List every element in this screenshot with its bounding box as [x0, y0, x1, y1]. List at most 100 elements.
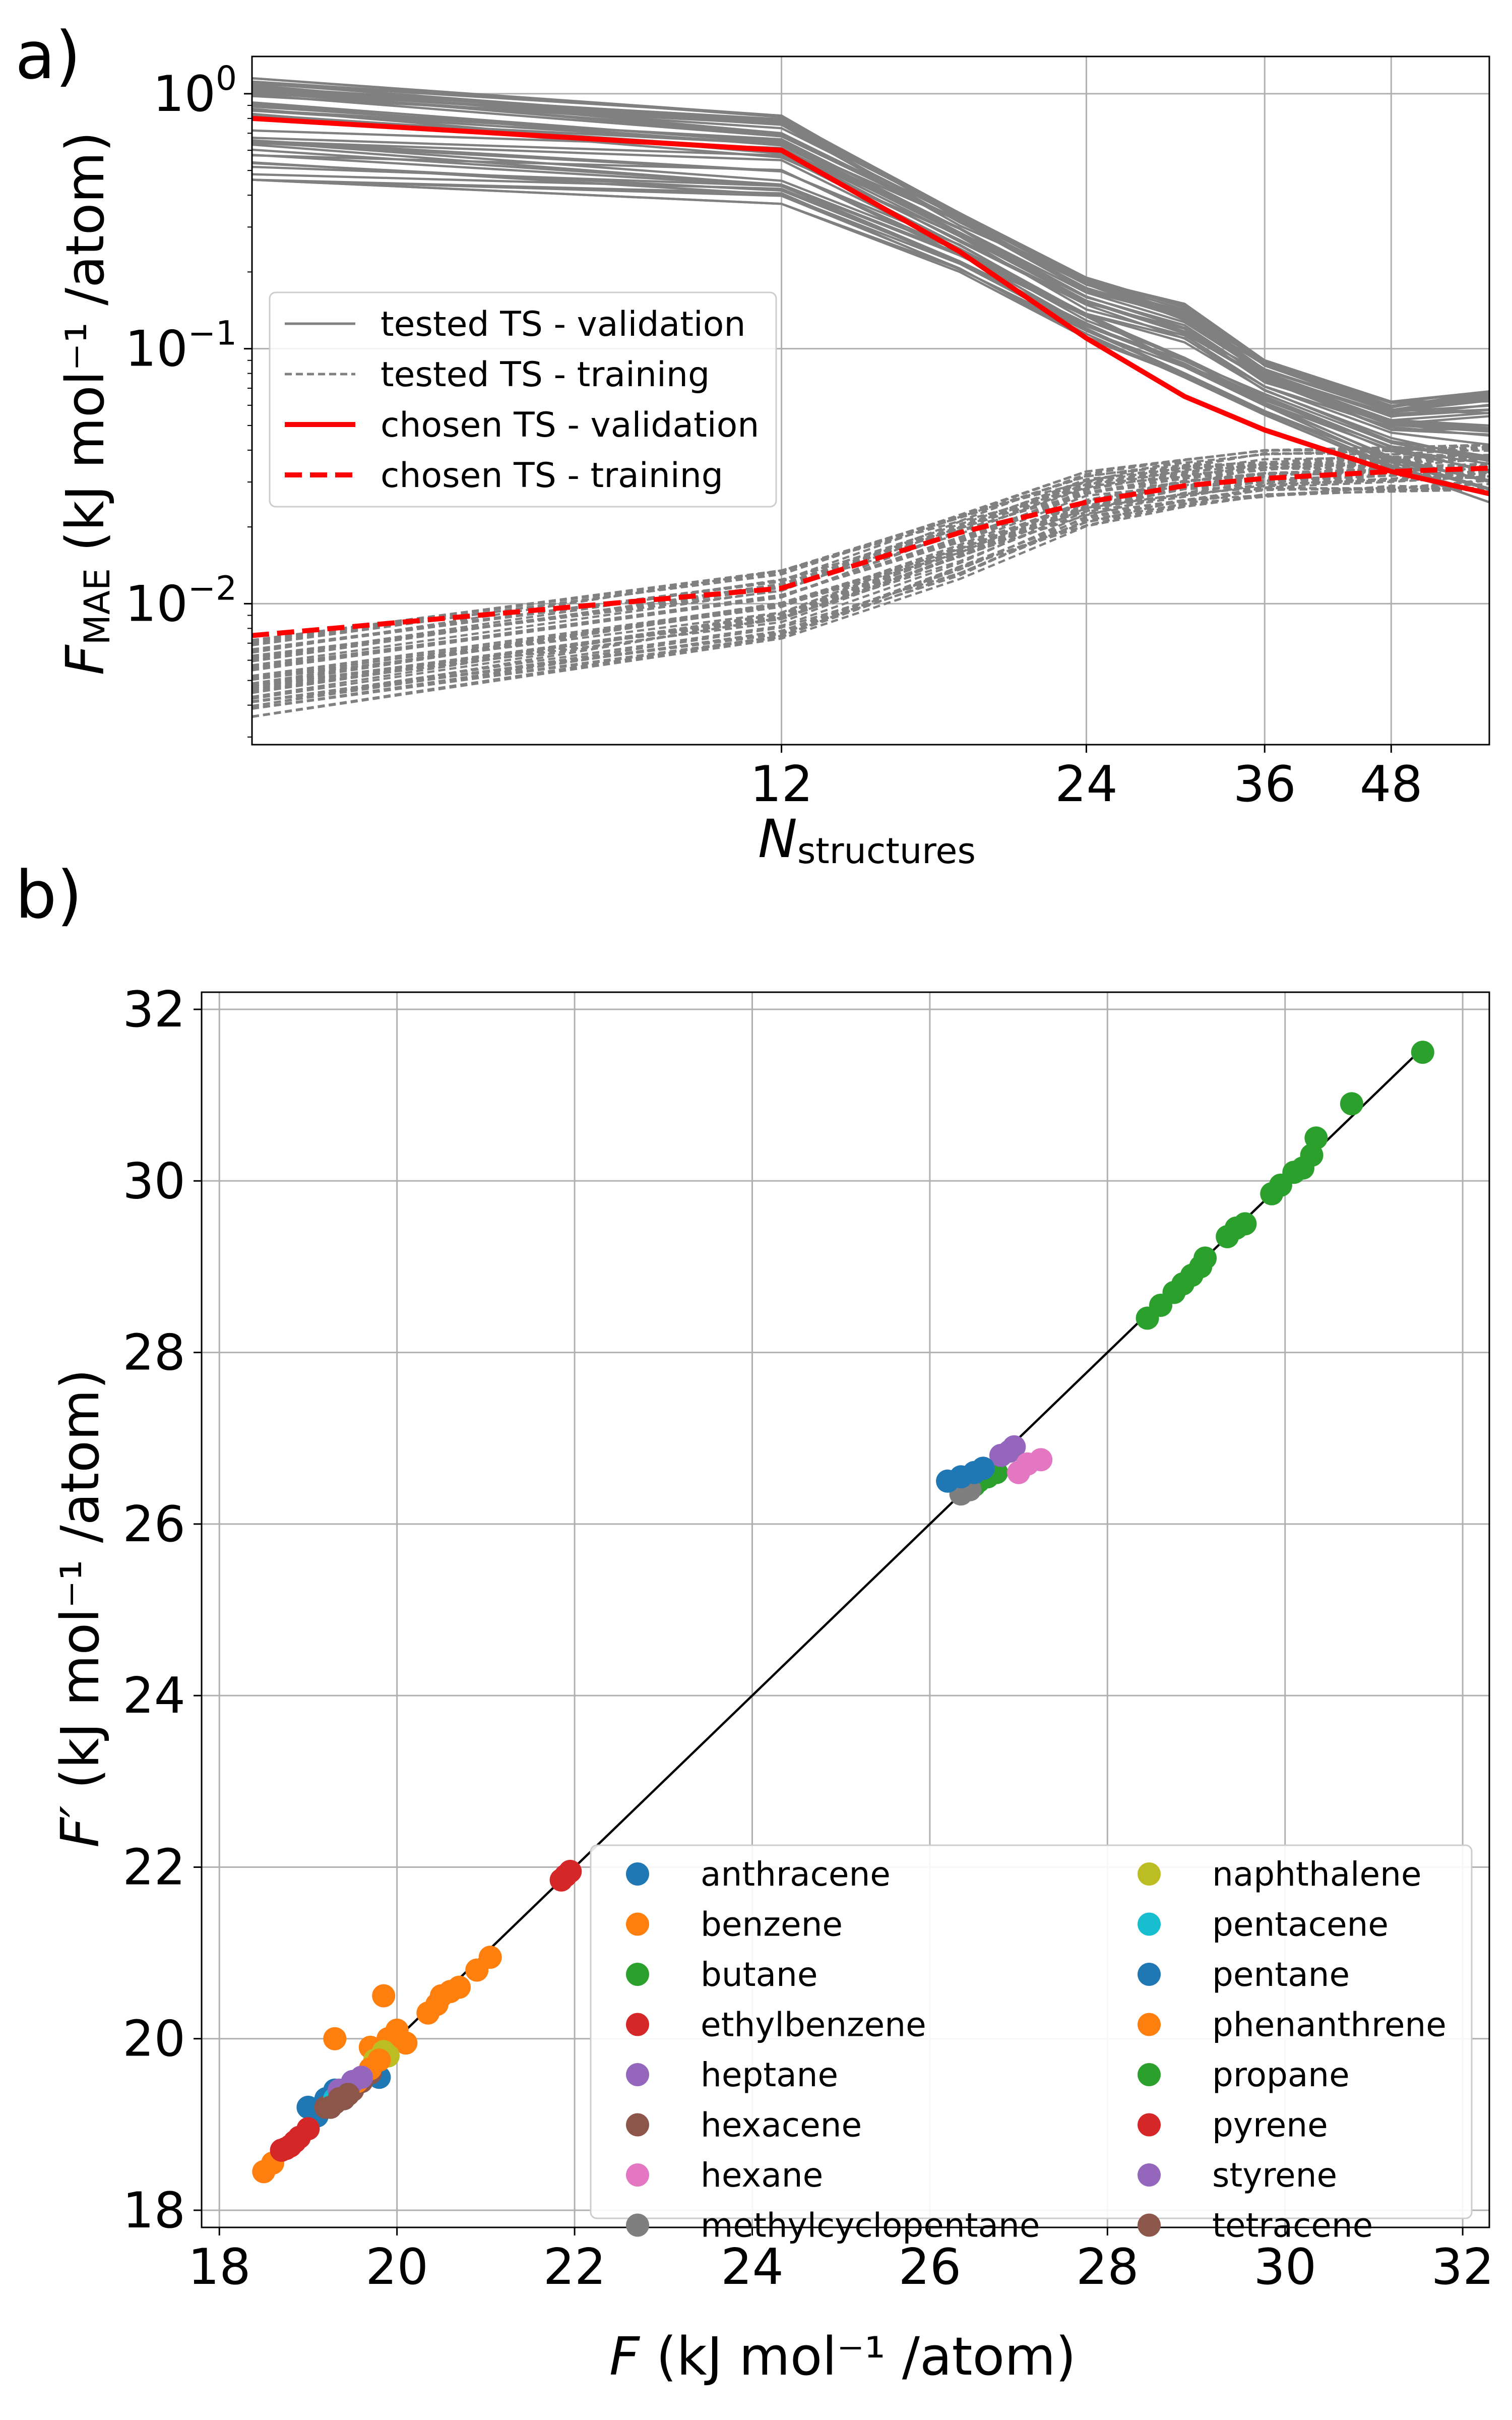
panel-a-x-tick-label: 24 — [1055, 756, 1118, 813]
panel-b-x-tick-label: 26 — [899, 2238, 962, 2296]
tested-validation-line — [251, 143, 1490, 474]
panel-b-legend-marker — [1138, 2113, 1161, 2137]
panel-a-series — [251, 77, 1490, 718]
panel-b-legend-marker — [626, 2213, 649, 2237]
tested-training-line — [251, 474, 1490, 691]
panel-a-legend-label: tested TS - training — [381, 355, 710, 395]
panel-a-y-axis-label: FMAE (kJ mol⁻¹ /atom) — [54, 132, 118, 675]
tested-training-line — [251, 443, 1490, 641]
panel-b-x-tick-label: 22 — [543, 2238, 606, 2296]
panel-b-legend-label: propane — [1212, 2055, 1350, 2094]
scatter-point-tetracene — [336, 2083, 360, 2106]
tested-training-line — [251, 446, 1490, 651]
tested-training-line — [251, 475, 1490, 700]
panel-b-x-tick-label: 28 — [1076, 2238, 1139, 2296]
panel-b-legend-marker — [1138, 1912, 1161, 1936]
panel-b-x-axis-label: F (kJ mol⁻¹ /atom) — [609, 2326, 1076, 2387]
scatter-point-styrene — [350, 2066, 373, 2089]
panel-b-y-tick-label: 28 — [122, 1324, 185, 1382]
tested-training-line — [251, 456, 1490, 662]
panel-b-legend-marker — [626, 1912, 649, 1936]
panel-b-legend-label: naphthalene — [1212, 1855, 1422, 1894]
tested-training-line — [251, 444, 1490, 643]
tested-training-line — [251, 475, 1490, 707]
panel-b-legend-label: tetracene — [1212, 2206, 1373, 2245]
panel-b-x-tick-label: 20 — [365, 2238, 428, 2296]
chosen-validation-line — [251, 115, 1490, 497]
panel-b-legend-marker — [1138, 2163, 1161, 2187]
panel-a-y-tick-label: 100 — [153, 59, 237, 123]
scatter-point-propane — [1304, 1126, 1328, 1150]
panel-b-legend-marker — [626, 1963, 649, 1986]
panel-b-legend-label: hexane — [701, 2156, 823, 2195]
scatter-point-propane — [1193, 1246, 1217, 1270]
panel-b-y-tick-label: 32 — [122, 981, 185, 1039]
panel-a-legend: tested TS - validation tested TS - traini… — [269, 291, 777, 508]
panel-b-legend: anthracene benzene butane ethylbenzene hepta… — [590, 1844, 1473, 2245]
chosen-training-line — [251, 465, 1490, 638]
scatter-point-benzene — [323, 2027, 347, 2050]
scatter-point-benzene — [429, 1984, 453, 2008]
tested-validation-line — [251, 140, 1490, 461]
tested-training-line — [251, 482, 1490, 710]
scatter-point-pyrene — [283, 2130, 306, 2153]
scatter-point-benzene — [478, 1946, 502, 1969]
tested-validation-line — [251, 86, 1490, 411]
tested-validation-line — [251, 139, 1490, 462]
panel-b-x-tick-label: 32 — [1431, 2238, 1494, 2296]
scatter-point-propane — [1233, 1212, 1257, 1236]
panel-b-legend-marker — [1138, 1963, 1161, 1986]
panel-b-legend-marker — [626, 2163, 649, 2187]
tested-training-line — [251, 475, 1490, 703]
panel-b-legend-label: benzene — [701, 1905, 843, 1944]
panel-a-x-ticks: 12 24 36 48 — [750, 745, 1423, 813]
tested-training-line — [251, 448, 1490, 654]
panel-a-plot: 12 24 36 48 10−2 10−1 100 Nstructures FMAE (k… — [54, 55, 1490, 872]
tested-training-line — [251, 471, 1490, 694]
panel-b-legend-label: ethylbenzene — [701, 2006, 926, 2044]
tested-validation-line — [251, 95, 1490, 413]
panel-b-y-tick-label: 20 — [122, 2011, 185, 2068]
panel-b-y-tick-label: 22 — [122, 1839, 185, 1896]
panel-b-legend-marker — [1138, 1862, 1161, 1886]
panel-b-y-ticks: 18 20 22 24 26 28 30 32 — [122, 981, 202, 2240]
tested-validation-line — [251, 108, 1490, 427]
panel-a-x-axis-label: Nstructures — [758, 808, 976, 872]
tested-training-line — [251, 486, 1490, 718]
panel-a-legend-label: chosen TS - training — [381, 456, 723, 496]
tested-training-line — [251, 478, 1490, 703]
panel-a-legend-label: chosen TS - validation — [381, 405, 759, 445]
tested-training-line — [251, 479, 1490, 703]
panel-b-legend-marker — [626, 1862, 649, 1886]
panel-b-legend-marker — [1138, 2013, 1161, 2036]
scatter-point-benzene — [372, 1984, 396, 2008]
panel-b-frame — [201, 991, 1490, 2228]
tested-training-line — [251, 454, 1490, 670]
panel-a-label: a) — [15, 17, 81, 94]
panel-b-plot: 18 20 22 24 26 28 30 32 18 20 22 24 26 28 30 32 F (kJ … — [49, 981, 1494, 2387]
panel-b-legend-label: styrene — [1212, 2156, 1337, 2195]
panel-b-x-tick-label: 30 — [1253, 2238, 1316, 2296]
panel-b-y-tick-label: 18 — [122, 2182, 185, 2240]
panel-b-y-tick-label: 26 — [122, 1496, 185, 1553]
panel-b-legend-label: anthracene — [701, 1855, 891, 1894]
scatter-point-hexane — [1029, 1448, 1053, 1472]
scatter-point-propane — [1340, 1092, 1363, 1116]
panel-b-label: b) — [15, 857, 82, 933]
panel-b-legend-box — [590, 1844, 1473, 2219]
scatter-point-phenanthrene — [367, 2048, 391, 2072]
tested-validation-line — [251, 178, 1490, 504]
panel-b-legend-label: pyrene — [1212, 2106, 1328, 2145]
panel-b-legend-label: hexacene — [701, 2106, 862, 2145]
panel-b-x-tick-label: 18 — [188, 2238, 251, 2296]
tested-validation-line — [251, 162, 1490, 482]
panel-b-legend-marker — [626, 2063, 649, 2086]
panel-a-x-tick-label: 12 — [750, 756, 813, 813]
panel-a-legend-box — [269, 291, 777, 508]
panel-b-y-tick-label: 24 — [122, 1667, 185, 1725]
panel-b-x-ticks: 18 20 22 24 26 28 30 32 — [188, 2227, 1494, 2296]
panel-b-legend-marker — [626, 2013, 649, 2036]
panel-b-legend-label: butane — [701, 1955, 817, 1994]
panel-b-y-axis-label: F′ (kJ mol⁻¹ /atom) — [49, 1369, 111, 1848]
